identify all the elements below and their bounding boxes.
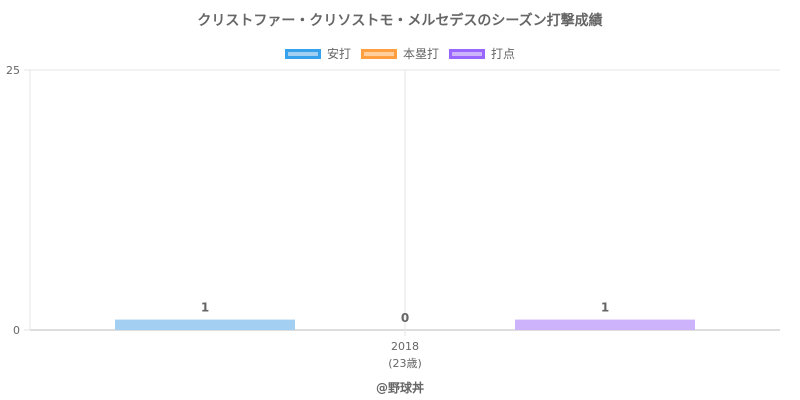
legend-item-hits[interactable]: 安打	[284, 45, 351, 62]
legend-item-rbi[interactable]: 打点	[449, 45, 515, 62]
legend-swatch-home-runs	[360, 48, 397, 59]
chart-legend: 安打 本塁打 打点	[0, 45, 800, 62]
x-tick-label: 2018	[391, 340, 419, 353]
data-label: 0	[401, 311, 409, 325]
legend-label-rbi: 打点	[491, 47, 516, 61]
y-tick-label: 25	[6, 64, 20, 77]
legend-item-home-runs[interactable]: 本塁打	[360, 45, 439, 62]
bar-0-2018	[115, 319, 295, 330]
x-tick-sublabel: (23歳)	[388, 357, 422, 370]
bar-2-2018	[515, 319, 695, 330]
watermark-credit: @野球丼	[375, 381, 424, 395]
y-tick-label: 0	[13, 324, 20, 337]
legend-swatch-rbi	[449, 48, 485, 59]
legend-swatch-hits	[284, 48, 321, 59]
data-label: 1	[201, 301, 209, 315]
data-label: 1	[601, 301, 609, 315]
legend-label-home-runs: 本塁打	[402, 47, 439, 61]
legend-label-hits: 安打	[326, 47, 351, 61]
chart-title: クリストファー・クリソストモ・メルセデスのシーズン打撃成績	[197, 13, 603, 29]
